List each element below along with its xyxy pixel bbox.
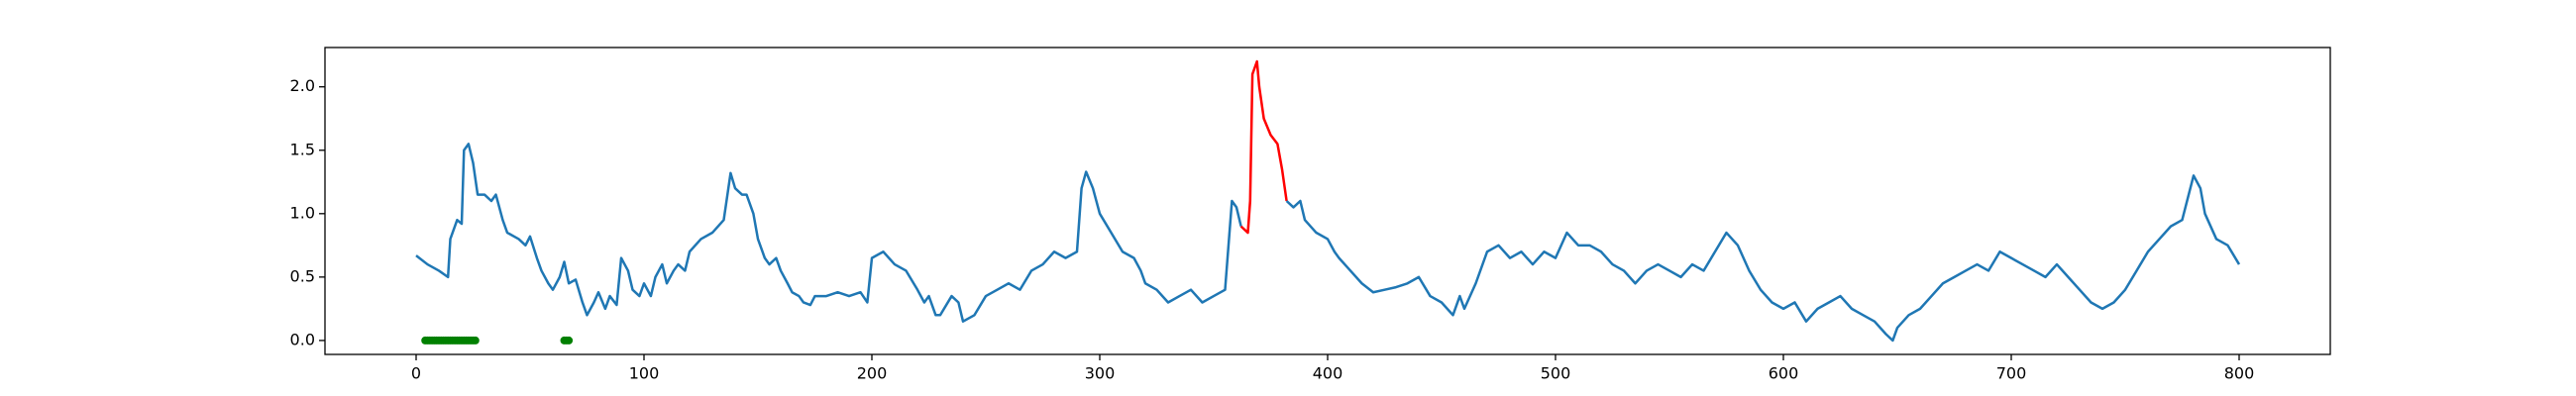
y-tick-label: 1.0 — [290, 203, 315, 222]
y-tick-label: 1.5 — [290, 140, 315, 158]
y-tick-label: 0.0 — [290, 330, 315, 348]
y-tick-label: 2.0 — [290, 76, 315, 95]
x-tick-label: 800 — [2224, 364, 2255, 383]
series-line — [1285, 174, 2241, 343]
y-tick-label: 0.5 — [290, 266, 315, 285]
x-tick-label: 500 — [1541, 364, 1571, 383]
x-tick-label: 100 — [629, 364, 660, 383]
series-line — [415, 143, 1242, 323]
scatter-point — [471, 336, 480, 345]
series-line — [1239, 59, 1288, 235]
x-tick-label: 200 — [857, 364, 888, 383]
x-tick-label: 600 — [1769, 364, 1799, 383]
scatter-point — [565, 336, 574, 345]
x-tick-label: 300 — [1085, 364, 1116, 383]
x-tick-label: 700 — [1996, 364, 2027, 383]
x-tick-label: 0 — [411, 364, 421, 383]
plot-frame — [324, 47, 2331, 355]
x-tick-label: 400 — [1313, 364, 1343, 383]
